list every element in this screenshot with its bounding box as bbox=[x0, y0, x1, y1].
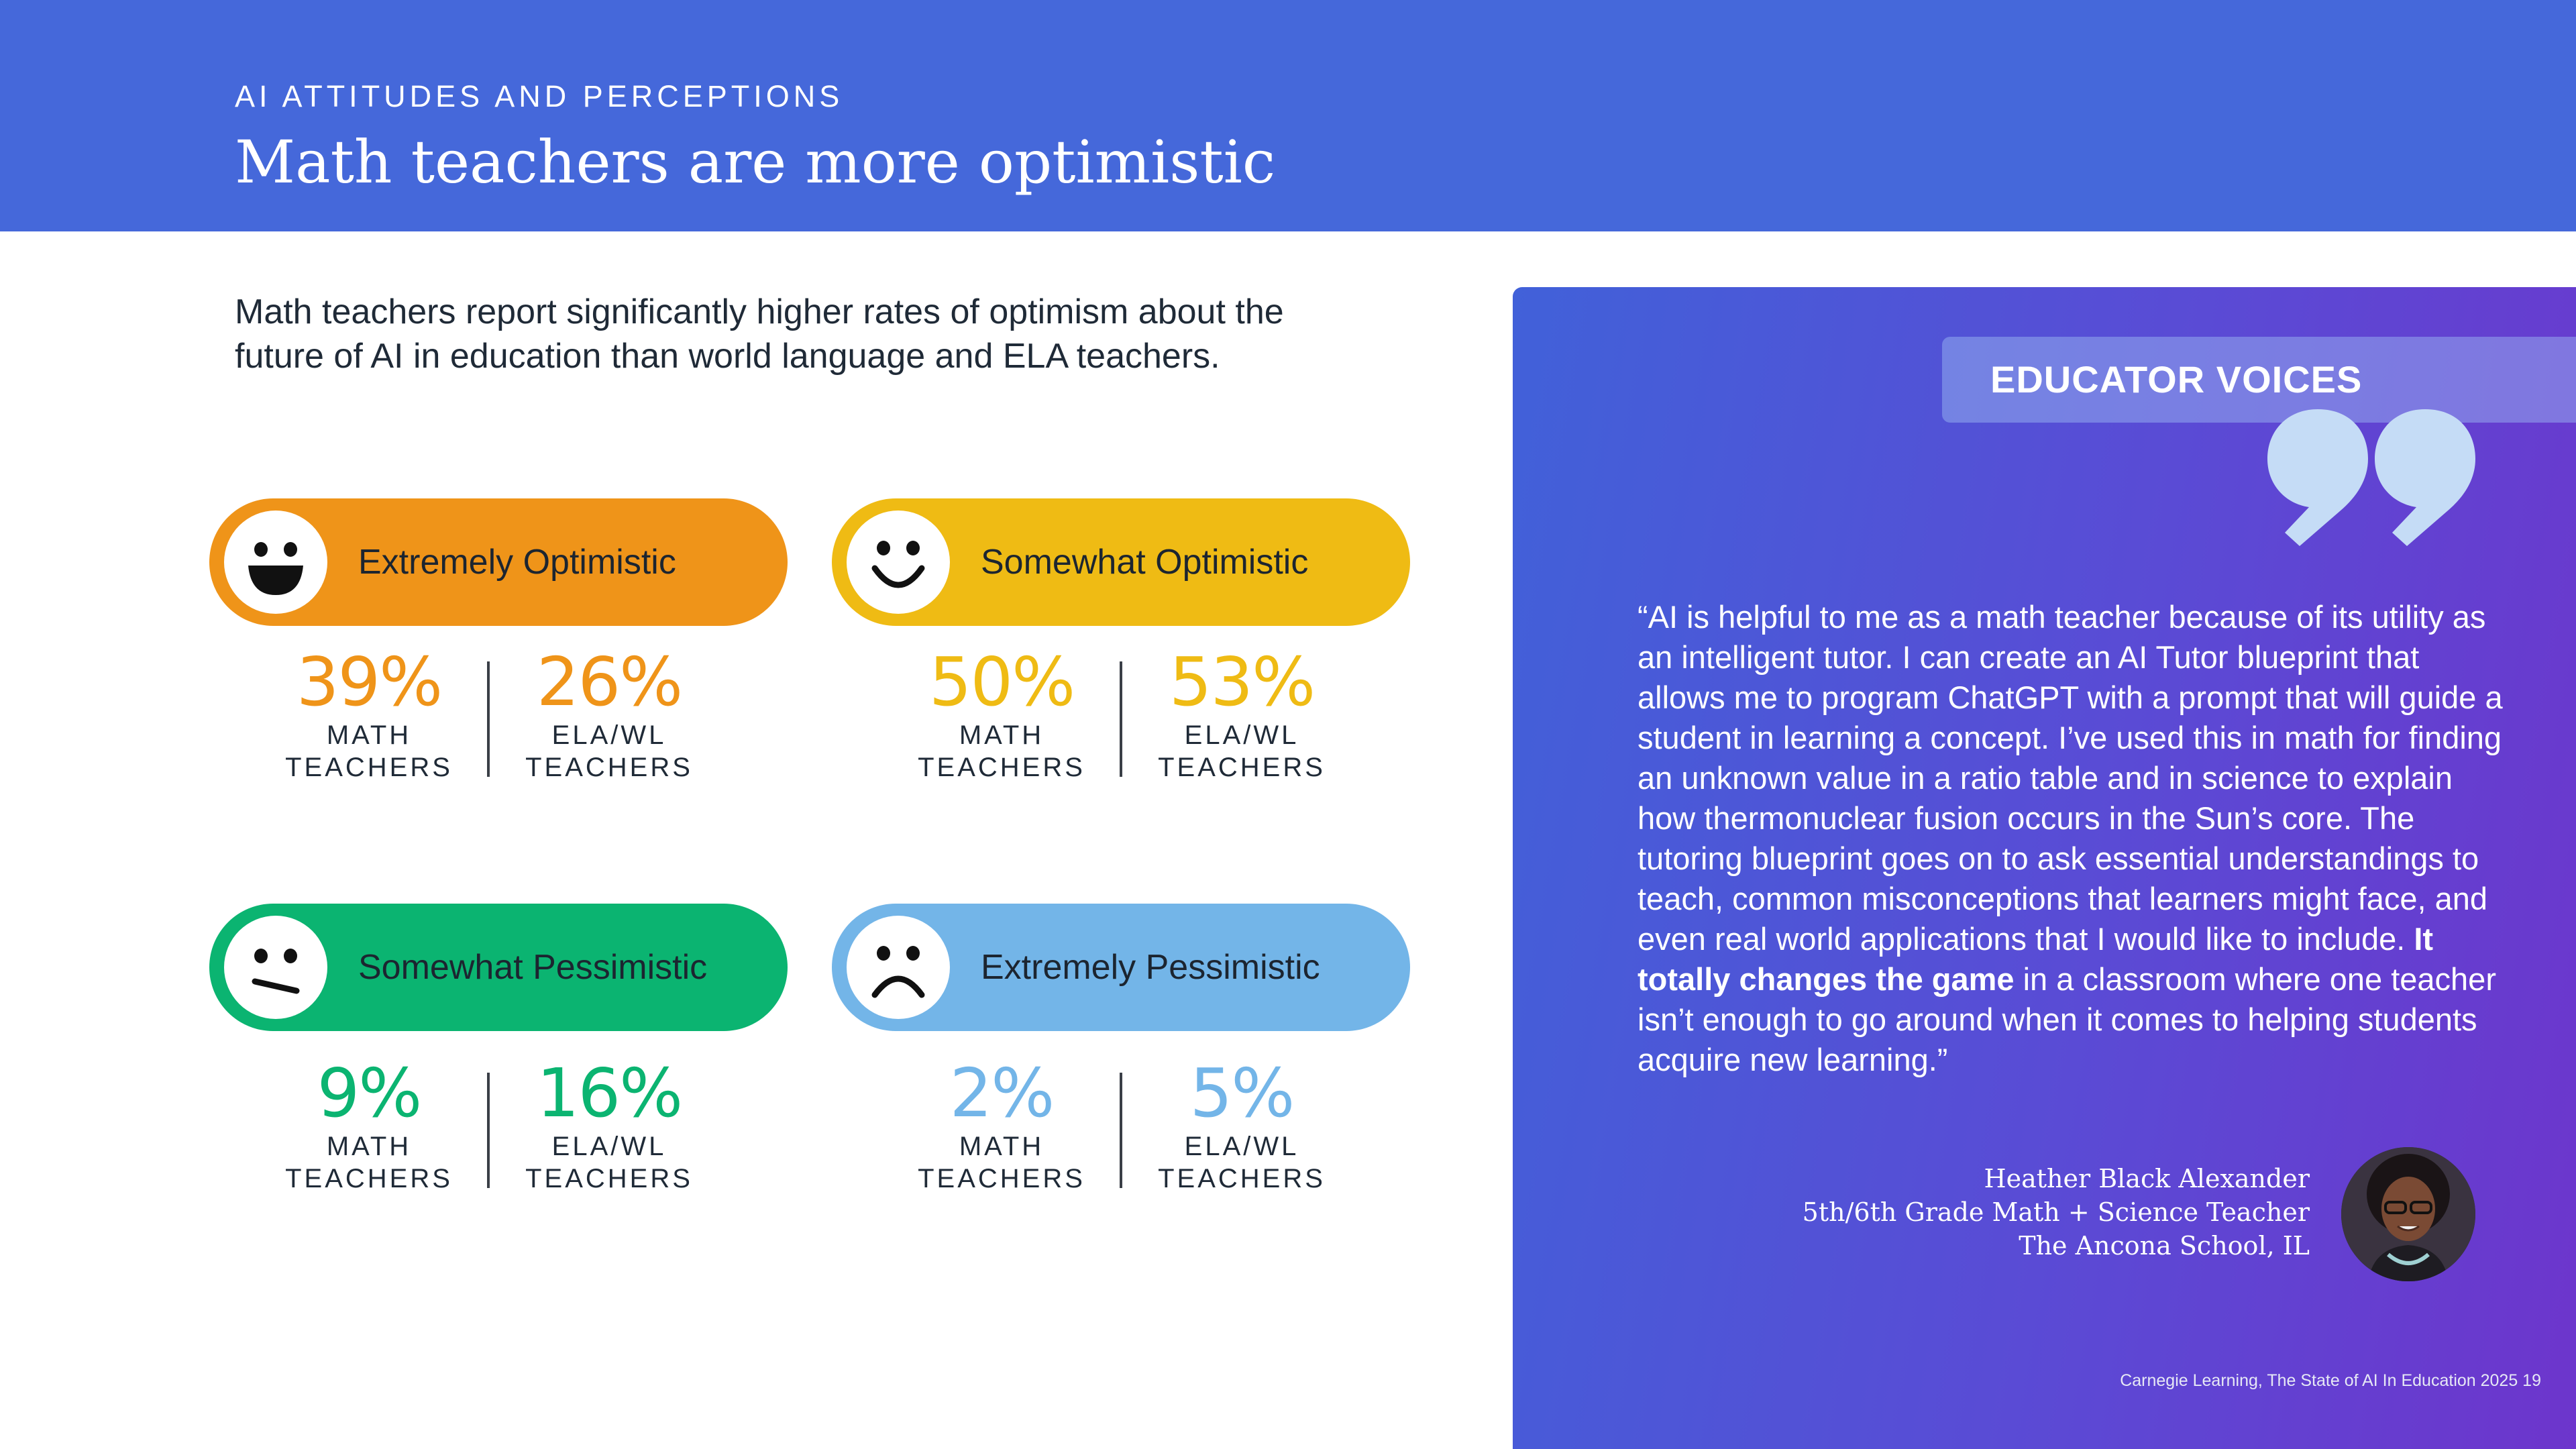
big-grin-face-icon bbox=[224, 511, 327, 614]
math-teachers-label: MATH TEACHERS bbox=[285, 720, 453, 782]
skeptical-face-icon bbox=[224, 916, 327, 1019]
category-pill-somewhat-optimistic: Somewhat Optimistic bbox=[832, 498, 1410, 626]
category-pill-extremely-pessimistic: Extremely Pessimistic bbox=[832, 904, 1410, 1031]
page-title: Math teachers are more optimistic bbox=[235, 127, 1276, 197]
ela-stat: 53% ELA/WL TEACHERS bbox=[1141, 645, 1342, 784]
ela-stat: 26% ELA/WL TEACHERS bbox=[508, 645, 710, 784]
educator-school: The Ancona School, IL bbox=[2019, 1231, 2310, 1260]
stats-somewhat-optimistic: 50% MATH TEACHERS 53% ELA/WL TEACHERS bbox=[901, 645, 1371, 783]
ela-percent: 26% bbox=[536, 643, 683, 721]
stats-extremely-pessimistic: 2% MATH TEACHERS 5% ELA/WL TEACHERS bbox=[901, 1057, 1371, 1194]
educator-voices-panel: EDUCATOR VOICES “AI is helpful to me as … bbox=[1513, 287, 2576, 1449]
category-label: Somewhat Pessimistic bbox=[358, 948, 708, 987]
math-stat: 9% MATH TEACHERS bbox=[268, 1057, 470, 1195]
ela-percent: 5% bbox=[1189, 1054, 1295, 1132]
quote-emphasis: It totally changes the game bbox=[1638, 921, 2434, 997]
stats-extremely-optimistic: 39% MATH TEACHERS 26% ELA/WL TEACHERS bbox=[268, 645, 738, 783]
ela-teachers-label: ELA/WL TEACHERS bbox=[1158, 720, 1326, 782]
smile-face-icon bbox=[847, 511, 950, 614]
math-teachers-label: MATH TEACHERS bbox=[918, 1132, 1085, 1193]
educator-voices-banner: EDUCATOR VOICES bbox=[1942, 337, 2576, 423]
stat-divider bbox=[1120, 661, 1122, 777]
math-stat: 2% MATH TEACHERS bbox=[901, 1057, 1102, 1195]
ela-teachers-label: ELA/WL TEACHERS bbox=[525, 1132, 693, 1193]
educator-name: Heather Black Alexander bbox=[1984, 1164, 2310, 1193]
stats-somewhat-pessimistic: 9% MATH TEACHERS 16% ELA/WL TEACHERS bbox=[268, 1057, 738, 1194]
header-band: AI ATTITUDES AND PERCEPTIONS Math teache… bbox=[0, 0, 2576, 231]
section-eyebrow: AI ATTITUDES AND PERCEPTIONS bbox=[235, 79, 844, 113]
category-pill-extremely-optimistic: Extremely Optimistic bbox=[209, 498, 788, 626]
ela-teachers-label: ELA/WL TEACHERS bbox=[1158, 1132, 1326, 1193]
stat-divider bbox=[487, 1073, 490, 1188]
educator-quote: “AI is helpful to me as a math teacher b… bbox=[1638, 599, 2503, 1077]
educator-avatar bbox=[2341, 1147, 2475, 1281]
math-teachers-label: MATH TEACHERS bbox=[918, 720, 1085, 782]
math-teachers-label: MATH TEACHERS bbox=[285, 1132, 453, 1193]
math-percent: 2% bbox=[949, 1054, 1055, 1132]
category-label: Extremely Optimistic bbox=[358, 543, 676, 582]
ela-percent: 53% bbox=[1169, 643, 1316, 721]
ela-percent: 16% bbox=[536, 1054, 683, 1132]
quote-attribution: Heather Black Alexander 5th/6th Grade Ma… bbox=[1803, 1162, 2310, 1263]
stat-divider bbox=[1120, 1073, 1122, 1188]
math-percent: 50% bbox=[928, 643, 1075, 721]
math-stat: 50% MATH TEACHERS bbox=[901, 645, 1102, 784]
ela-stat: 16% ELA/WL TEACHERS bbox=[508, 1057, 710, 1195]
intro-paragraph: Math teachers report significantly highe… bbox=[235, 292, 1284, 376]
footer-citation: Carnegie Learning, The State of AI In Ed… bbox=[2120, 1371, 2541, 1390]
educator-voices-heading: EDUCATOR VOICES bbox=[1990, 358, 2363, 400]
category-label: Extremely Pessimistic bbox=[981, 948, 1320, 987]
quote-mark-icon bbox=[2267, 409, 2475, 546]
stat-divider bbox=[487, 661, 490, 777]
category-label: Somewhat Optimistic bbox=[981, 543, 1309, 582]
ela-teachers-label: ELA/WL TEACHERS bbox=[525, 720, 693, 782]
math-percent: 39% bbox=[296, 643, 443, 721]
category-pill-somewhat-pessimistic: Somewhat Pessimistic bbox=[209, 904, 788, 1031]
math-stat: 39% MATH TEACHERS bbox=[268, 645, 470, 784]
frown-face-icon bbox=[847, 916, 950, 1019]
educator-role: 5th/6th Grade Math + Science Teacher bbox=[1802, 1197, 2310, 1227]
ela-stat: 5% ELA/WL TEACHERS bbox=[1141, 1057, 1342, 1195]
math-percent: 9% bbox=[317, 1054, 423, 1132]
